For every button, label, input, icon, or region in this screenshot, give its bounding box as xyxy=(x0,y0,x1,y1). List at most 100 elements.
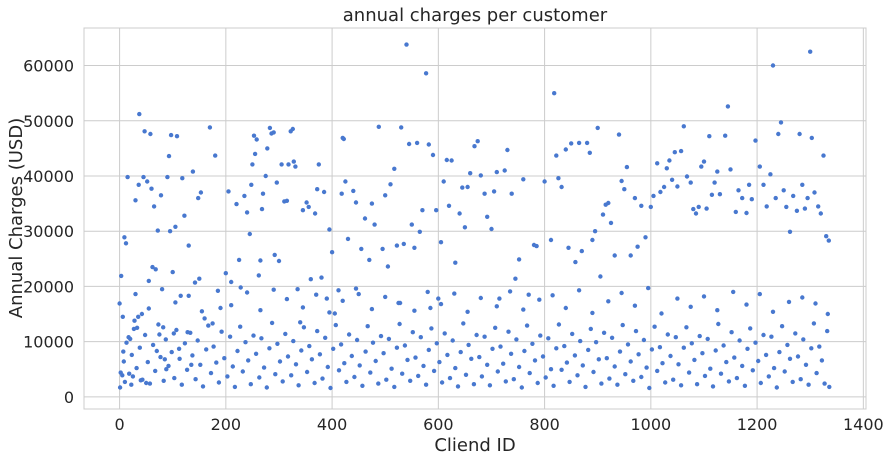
data-point xyxy=(368,370,373,375)
data-point xyxy=(524,323,530,328)
data-point xyxy=(753,340,758,345)
data-point xyxy=(202,316,207,321)
data-point xyxy=(753,138,758,143)
data-point xyxy=(449,158,454,163)
data-point xyxy=(554,346,559,351)
data-point xyxy=(825,311,830,317)
data-point xyxy=(336,368,342,373)
data-point xyxy=(154,348,159,354)
y-tick-label: 50000 xyxy=(23,112,74,131)
data-point xyxy=(450,338,455,343)
data-point xyxy=(206,323,211,328)
data-point xyxy=(120,314,126,319)
data-point xyxy=(384,377,389,382)
data-point xyxy=(285,354,291,359)
data-point xyxy=(787,229,793,234)
y-tick-label: 30000 xyxy=(23,222,74,241)
data-point xyxy=(225,374,230,379)
data-point xyxy=(471,382,477,387)
data-point xyxy=(235,348,240,354)
data-point xyxy=(805,195,810,201)
data-point xyxy=(495,369,500,374)
data-point xyxy=(463,372,469,377)
data-point xyxy=(477,354,482,360)
data-point xyxy=(219,329,224,334)
data-point xyxy=(234,201,239,207)
data-point xyxy=(265,146,270,151)
data-point xyxy=(329,250,335,255)
data-point xyxy=(150,342,156,348)
data-point xyxy=(678,148,684,154)
data-point xyxy=(117,385,123,390)
data-point xyxy=(482,191,487,196)
data-point xyxy=(736,188,741,193)
data-point xyxy=(304,369,310,375)
x-tick-label: 600 xyxy=(423,415,454,434)
data-point xyxy=(816,204,821,209)
data-point xyxy=(317,352,323,357)
data-point xyxy=(252,151,258,157)
data-point xyxy=(277,359,283,364)
data-point xyxy=(717,192,723,197)
data-point xyxy=(600,212,606,217)
data-point xyxy=(579,248,584,254)
data-point xyxy=(211,344,216,349)
data-point xyxy=(166,363,171,369)
data-point xyxy=(651,193,656,199)
data-point xyxy=(280,379,285,384)
data-point xyxy=(793,331,798,336)
data-point xyxy=(434,208,439,213)
data-point xyxy=(723,133,728,138)
data-point xyxy=(583,384,588,390)
data-point xyxy=(319,275,324,280)
data-point xyxy=(688,180,693,185)
data-point xyxy=(562,343,567,349)
data-point xyxy=(383,294,388,300)
data-point xyxy=(376,381,381,386)
data-point xyxy=(163,337,168,342)
data-point xyxy=(438,301,444,307)
data-point xyxy=(164,367,169,372)
data-point xyxy=(681,345,686,350)
data-point xyxy=(256,273,261,278)
data-point xyxy=(119,273,124,279)
data-point xyxy=(127,371,132,376)
data-point xyxy=(307,343,312,349)
data-point xyxy=(144,380,149,386)
data-point xyxy=(519,385,524,390)
data-point xyxy=(146,278,151,284)
data-point xyxy=(802,206,808,211)
data-point xyxy=(369,201,375,206)
data-point xyxy=(822,381,827,386)
data-point xyxy=(434,341,439,346)
data-point xyxy=(731,289,736,295)
data-point xyxy=(131,326,137,332)
data-point xyxy=(664,166,669,171)
data-point xyxy=(485,214,490,219)
data-point xyxy=(360,383,365,388)
data-point xyxy=(781,188,786,193)
data-point xyxy=(134,365,139,371)
data-point xyxy=(757,164,762,169)
data-point xyxy=(795,354,801,359)
data-point xyxy=(409,222,414,227)
data-point xyxy=(478,295,483,301)
data-point xyxy=(133,291,138,297)
data-point xyxy=(324,296,329,301)
data-point xyxy=(790,379,795,385)
data-point xyxy=(468,171,473,176)
data-point xyxy=(179,382,184,387)
data-point xyxy=(590,310,595,316)
data-point xyxy=(197,276,202,281)
data-point xyxy=(226,189,231,194)
x-tick-label: 800 xyxy=(529,415,560,434)
data-point xyxy=(498,344,503,349)
data-point xyxy=(521,307,526,312)
data-point xyxy=(566,245,571,250)
x-tick-label: 400 xyxy=(317,415,348,434)
data-point xyxy=(327,227,332,232)
data-point xyxy=(701,294,707,299)
data-point xyxy=(406,141,412,147)
data-point xyxy=(447,375,453,381)
data-point xyxy=(556,322,562,327)
